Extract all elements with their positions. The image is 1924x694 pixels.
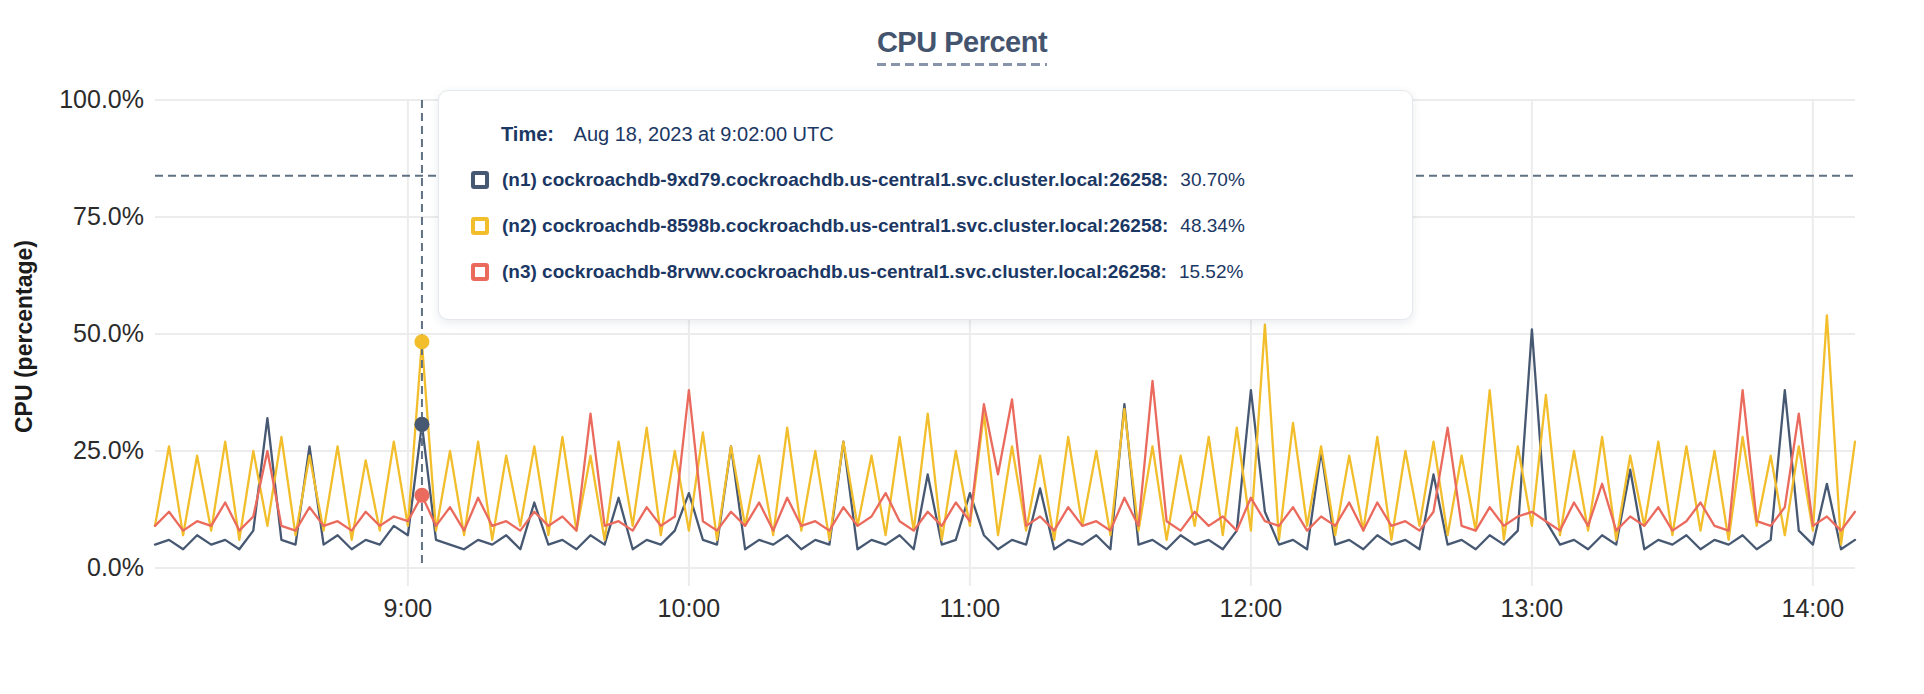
y-tick-label: 0.0% (14, 553, 144, 582)
tooltip-series-value-n3: 15.52% (1179, 261, 1243, 283)
hover-point-n2 (414, 334, 429, 349)
x-tick-label: 9:00 (348, 594, 468, 623)
tooltip-series-label-n3: (n3) cockroachdb-8rvwv.cockroachdb.us-ce… (502, 261, 1167, 283)
tooltip-series-label-n2: (n2) cockroachdb-8598b.cockroachdb.us-ce… (502, 215, 1168, 237)
tooltip-series-row-n2: (n2) cockroachdb-8598b.cockroachdb.us-ce… (471, 213, 1380, 239)
tooltip-time-label: Time: (501, 123, 554, 145)
x-tick-label: 11:00 (910, 594, 1030, 623)
x-tick-label: 12:00 (1191, 594, 1311, 623)
hover-point-n1 (414, 417, 429, 432)
hover-tooltip: Time: Aug 18, 2023 at 9:02:00 UTC (n1) c… (438, 90, 1413, 320)
tooltip-series-row-n1: (n1) cockroachdb-9xd79.cockroachdb.us-ce… (471, 167, 1380, 193)
cpu-percent-chart-card: CPU Percent CPU (percentage) 100.0%75.0%… (0, 0, 1924, 694)
tooltip-series-row-n3: (n3) cockroachdb-8rvwv.cockroachdb.us-ce… (471, 259, 1380, 285)
y-tick-label: 25.0% (14, 436, 144, 465)
tooltip-time-value: Aug 18, 2023 at 9:02:00 UTC (574, 123, 834, 145)
tooltip-time-row: Time: Aug 18, 2023 at 9:02:00 UTC (501, 121, 1380, 147)
y-tick-label: 100.0% (14, 85, 144, 114)
hover-point-n3 (414, 488, 429, 503)
series-swatch-n3-icon (471, 263, 489, 281)
tooltip-series-label-n1: (n1) cockroachdb-9xd79.cockroachdb.us-ce… (502, 169, 1168, 191)
x-tick-label: 14:00 (1753, 594, 1873, 623)
series-swatch-n2-icon (471, 217, 489, 235)
series-swatch-n1-icon (471, 171, 489, 189)
tooltip-series-value-n1: 30.70% (1180, 169, 1244, 191)
y-tick-label: 75.0% (14, 202, 144, 231)
series-line-n2 (155, 315, 1855, 544)
x-tick-label: 13:00 (1472, 594, 1592, 623)
tooltip-series-value-n2: 48.34% (1180, 215, 1244, 237)
x-tick-label: 10:00 (629, 594, 749, 623)
y-tick-label: 50.0% (14, 319, 144, 348)
